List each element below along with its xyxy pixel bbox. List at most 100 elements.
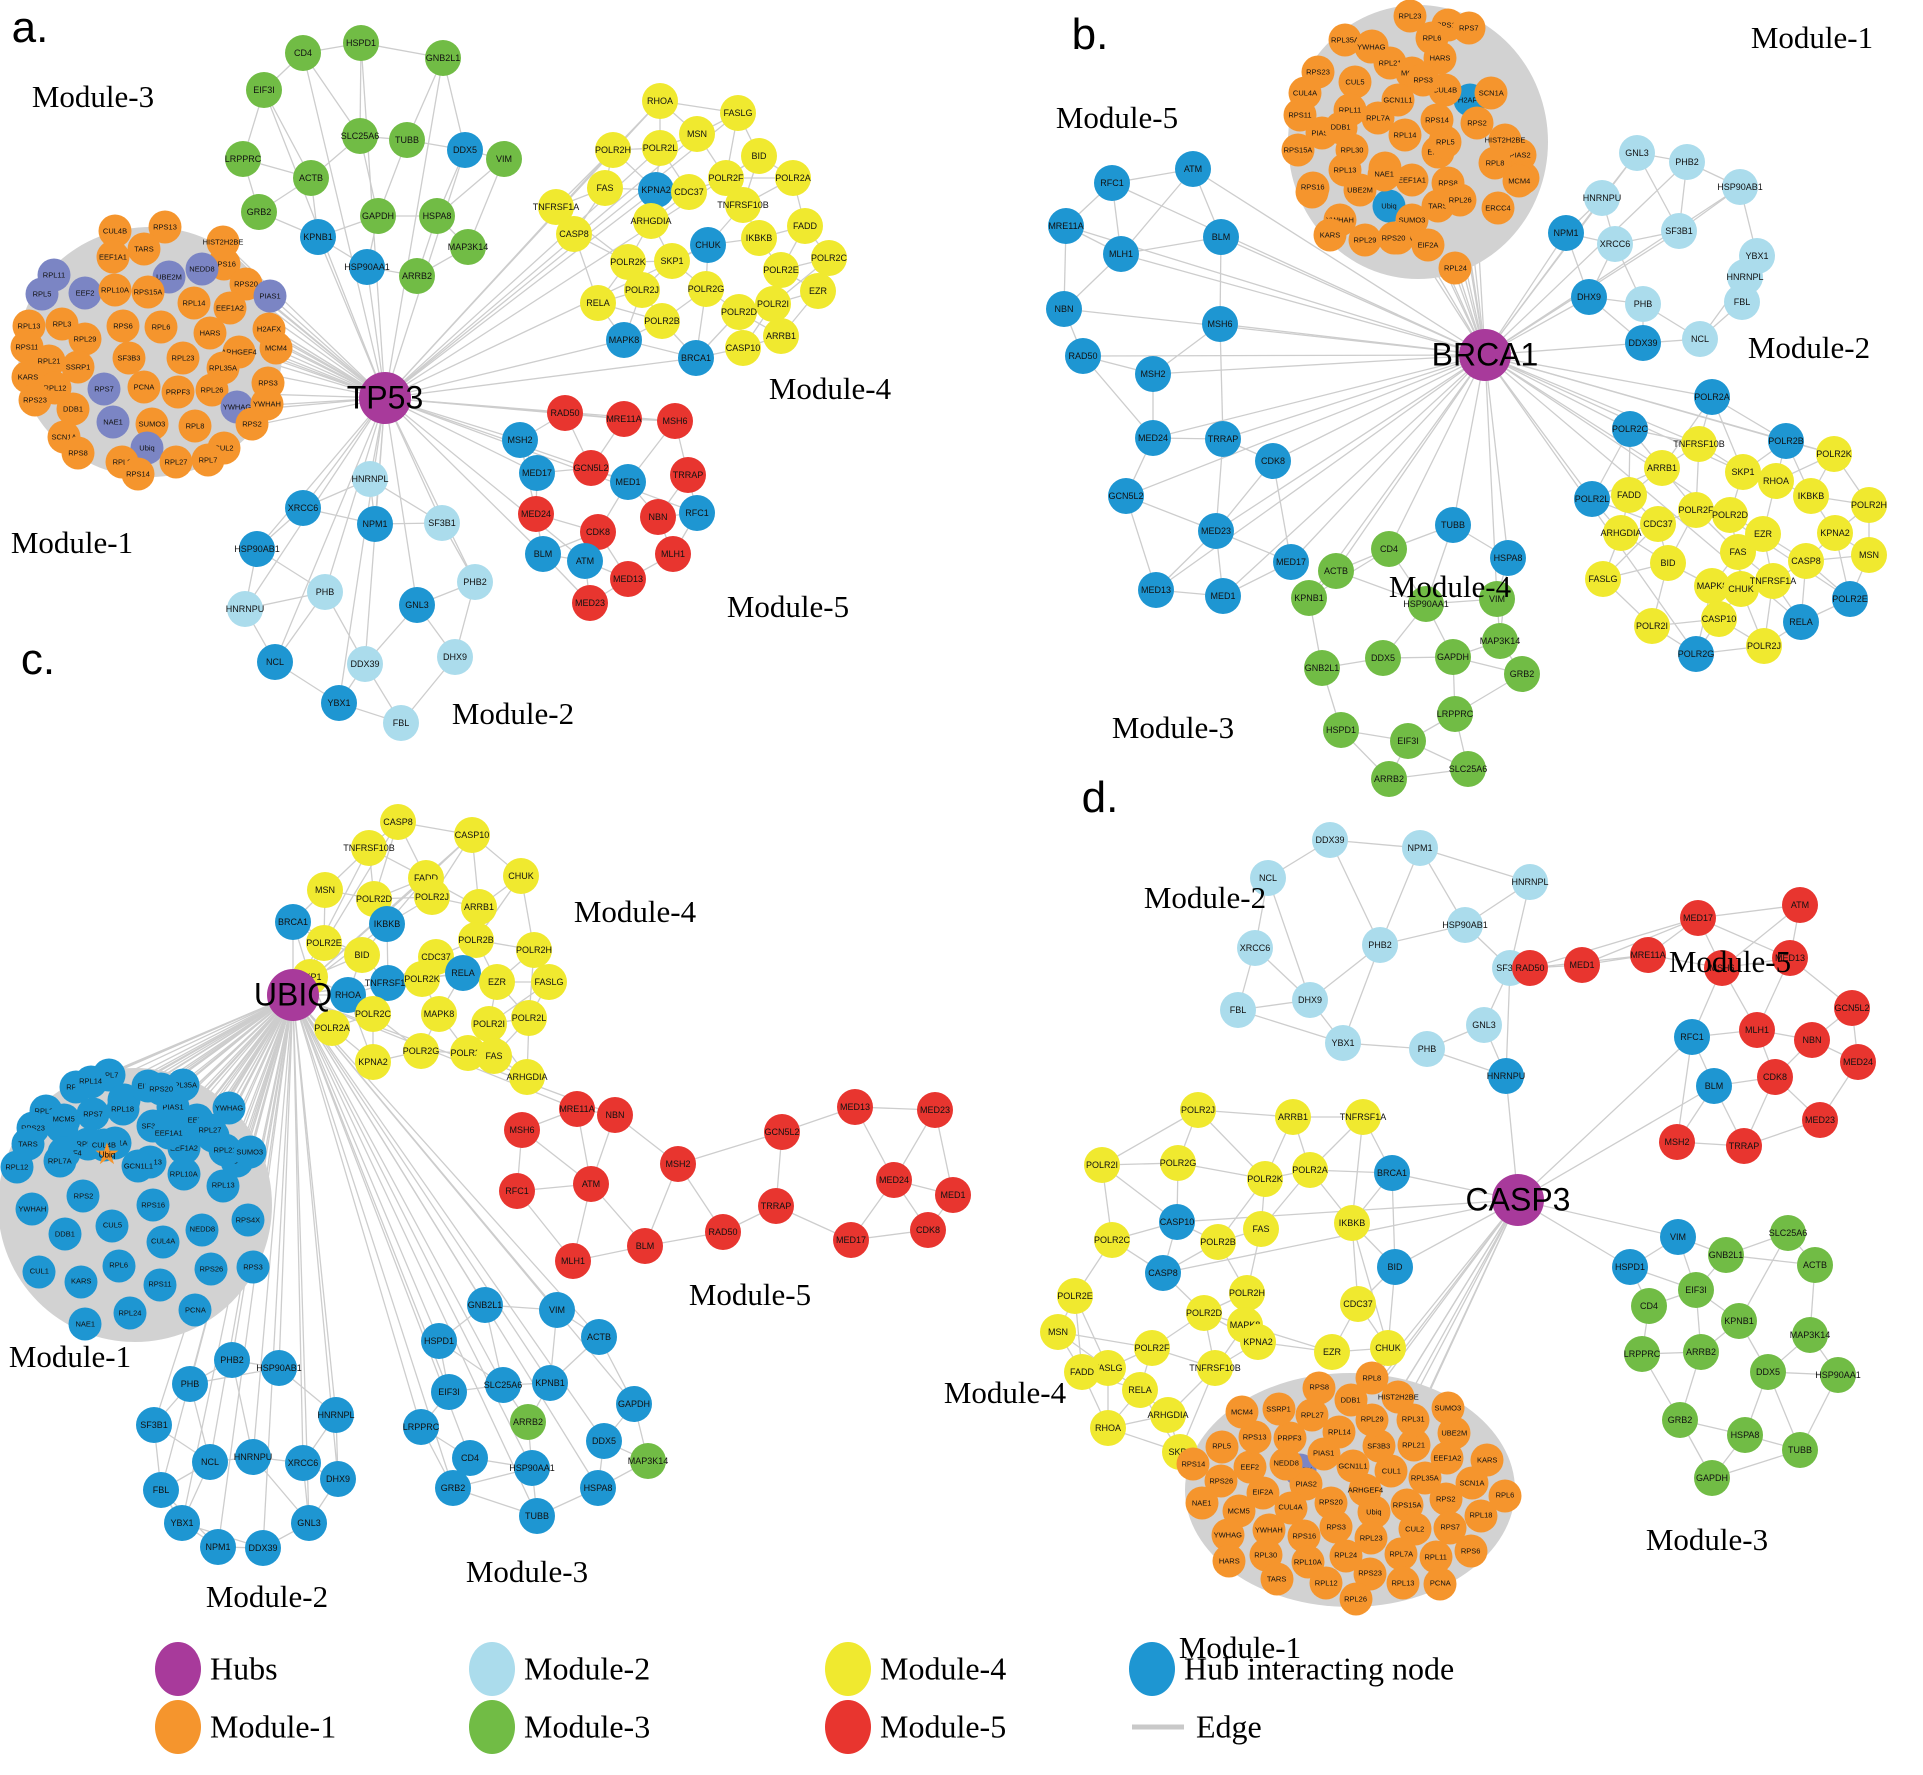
node-label: RPL29 — [73, 334, 97, 344]
panel-c-node-mre11a: MRE11A — [559, 1091, 595, 1127]
panel-a-node-med17: MED17 — [519, 455, 555, 491]
node-label: MAP3K14 — [1789, 1329, 1831, 1340]
node-label: GNL3 — [1472, 1019, 1496, 1030]
node-label: RPL35A — [169, 1080, 197, 1090]
node-label: MED17 — [1275, 556, 1306, 567]
node-label: RPL10A — [1293, 1557, 1322, 1567]
node-label: HSP90AB1 — [234, 543, 280, 554]
panel-c-node-polr2l: POLR2L — [511, 1000, 547, 1036]
panel-c-node-med1: MED1 — [935, 1177, 971, 1213]
panel-d-node-tubb: TUBB — [1782, 1432, 1818, 1468]
panel-d-node-grb2: GRB2 — [1662, 1402, 1698, 1438]
panel-b-node-rps3: RPS3 — [1406, 63, 1440, 97]
node-label: NPM1 — [1407, 842, 1433, 853]
panel-c-node-pcna: PCNA — [178, 1293, 212, 1327]
node-label: CASP10 — [725, 342, 761, 353]
panel-b-node-polr2b: POLR2B — [1768, 423, 1804, 459]
panel-a-node-sf3b3: SF3B3 — [112, 341, 146, 375]
node-label: CD4 — [293, 47, 312, 58]
panel-d-node-med23: MED23 — [1802, 1102, 1838, 1138]
node-label: TARS — [134, 244, 154, 254]
panel-a-node-med1: MED1 — [610, 464, 646, 500]
panel-a-node-mcm4: MCM4 — [259, 331, 293, 365]
node-label: IKBKB — [1797, 490, 1825, 501]
node-label: POLR2D — [721, 306, 758, 317]
node-label: NAE1 — [1191, 1498, 1212, 1508]
panel-d-node-kpnb1: KPNB1 — [1721, 1303, 1757, 1339]
panel-c-node-med23: MED23 — [917, 1092, 953, 1128]
panel-d-node-fadd: FADD — [1064, 1354, 1100, 1390]
panel-a-node-actb: ACTB — [293, 160, 329, 196]
panel-d-node-mlh1: MLH1 — [1739, 1012, 1775, 1048]
node-label: DDB1 — [1330, 122, 1351, 132]
panel-a-node-rps6: RPS6 — [106, 309, 140, 343]
node-label: RHOA — [334, 989, 361, 1000]
panel-a-node-polr2a: POLR2A — [775, 160, 811, 196]
node-label: GCN5L2 — [573, 462, 609, 473]
node-label: MED23 — [919, 1104, 950, 1115]
node-label: LRPPRC — [402, 1421, 440, 1432]
panel-c-node-med13: MED13 — [837, 1089, 873, 1125]
node-label: RPS11 — [15, 342, 39, 352]
node-label: EEF1A2 — [216, 303, 244, 313]
panel-c-node-sumo3: SUMO3 — [233, 1135, 267, 1169]
node-label: POLR2G — [1159, 1157, 1197, 1168]
node-label: POLR2I — [1085, 1159, 1118, 1170]
node-label: MRE11A — [1048, 220, 1084, 231]
node-label: BID — [1660, 557, 1676, 568]
node-label: RPL12 — [43, 383, 67, 393]
node-label: BLM — [533, 548, 553, 559]
node-label: RPS13 — [153, 222, 177, 232]
node-label: POLR2D — [1712, 509, 1749, 520]
node-label: Ubiq — [1381, 201, 1397, 211]
node-label: YWHAG — [1213, 1530, 1242, 1540]
panel-b-node-rps7: RPS7 — [1452, 11, 1486, 45]
panel-d-node-rpl13: RPL13 — [1386, 1566, 1420, 1600]
node-label: GNL3 — [1625, 147, 1649, 158]
node-label: RPL7A — [1389, 1549, 1414, 1559]
panel-d-node-ssrp1: SSRP1 — [1262, 1392, 1296, 1426]
panel-a-hub-label-tp53: TP53 — [346, 379, 424, 416]
panel-d-node-atm: ATM — [1782, 887, 1818, 923]
panel-c-node-cul5: CUL5 — [95, 1209, 129, 1243]
node-label: PHB2 — [1675, 156, 1699, 167]
node-label: FASLG — [534, 976, 564, 987]
node-label: TNFRSF10B — [343, 842, 395, 853]
node-label: VIM — [1488, 593, 1505, 604]
node-label: RPS16 — [1292, 1531, 1317, 1541]
node-label: VIM — [495, 153, 512, 164]
node-label: RPL18 — [1469, 1510, 1493, 1520]
legend-label-hubs: Hubs — [210, 1650, 278, 1687]
panel-d-node-rfc1: RFC1 — [1674, 1019, 1710, 1055]
panel-a-node-ezr: EZR — [800, 273, 836, 309]
node-label: NBN — [1054, 303, 1074, 314]
panel-a-node-hsp90ab1: HSP90AB1 — [234, 531, 280, 567]
node-label: RAD50 — [708, 1226, 738, 1237]
node-label: HNRNPL — [351, 473, 389, 484]
panel-a-node-rad50: RAD50 — [547, 395, 583, 431]
node-label: POLR2K — [404, 973, 440, 984]
panel-d-node-prpf3: PRPF3 — [1273, 1421, 1307, 1455]
node-label: POLR2E — [763, 264, 799, 275]
node-label: RPL24 — [118, 1308, 142, 1318]
node-label: TUBB — [394, 134, 419, 145]
panel-a-node-gnb2l1: GNB2L1 — [425, 40, 461, 76]
panel-a-node-dhx9: DHX9 — [437, 639, 473, 675]
node-label: ATM — [581, 1178, 601, 1189]
legend-swatch-module-5 — [825, 1700, 871, 1754]
node-label: RPL35A — [1410, 1473, 1439, 1483]
panel-d-node-blm: BLM — [1696, 1068, 1732, 1104]
legend-label-module-3: Module-3 — [524, 1708, 651, 1745]
node-label: VIM — [1669, 1231, 1686, 1242]
node-label: PHB — [1633, 298, 1653, 309]
node-label: FAS — [1729, 546, 1747, 557]
node-label: FADD — [413, 872, 438, 883]
panel-b-node-ercc4: ERCC4 — [1481, 191, 1515, 225]
node-label: YWHAG — [214, 1103, 244, 1113]
node-label: EZR — [488, 976, 506, 987]
node-label: EEF1A1 — [1398, 175, 1426, 185]
node-label: MED17 — [835, 1234, 866, 1245]
panel-b-node-arrb2: ARRB2 — [1371, 761, 1407, 797]
node-label: RPL14 — [182, 298, 206, 308]
